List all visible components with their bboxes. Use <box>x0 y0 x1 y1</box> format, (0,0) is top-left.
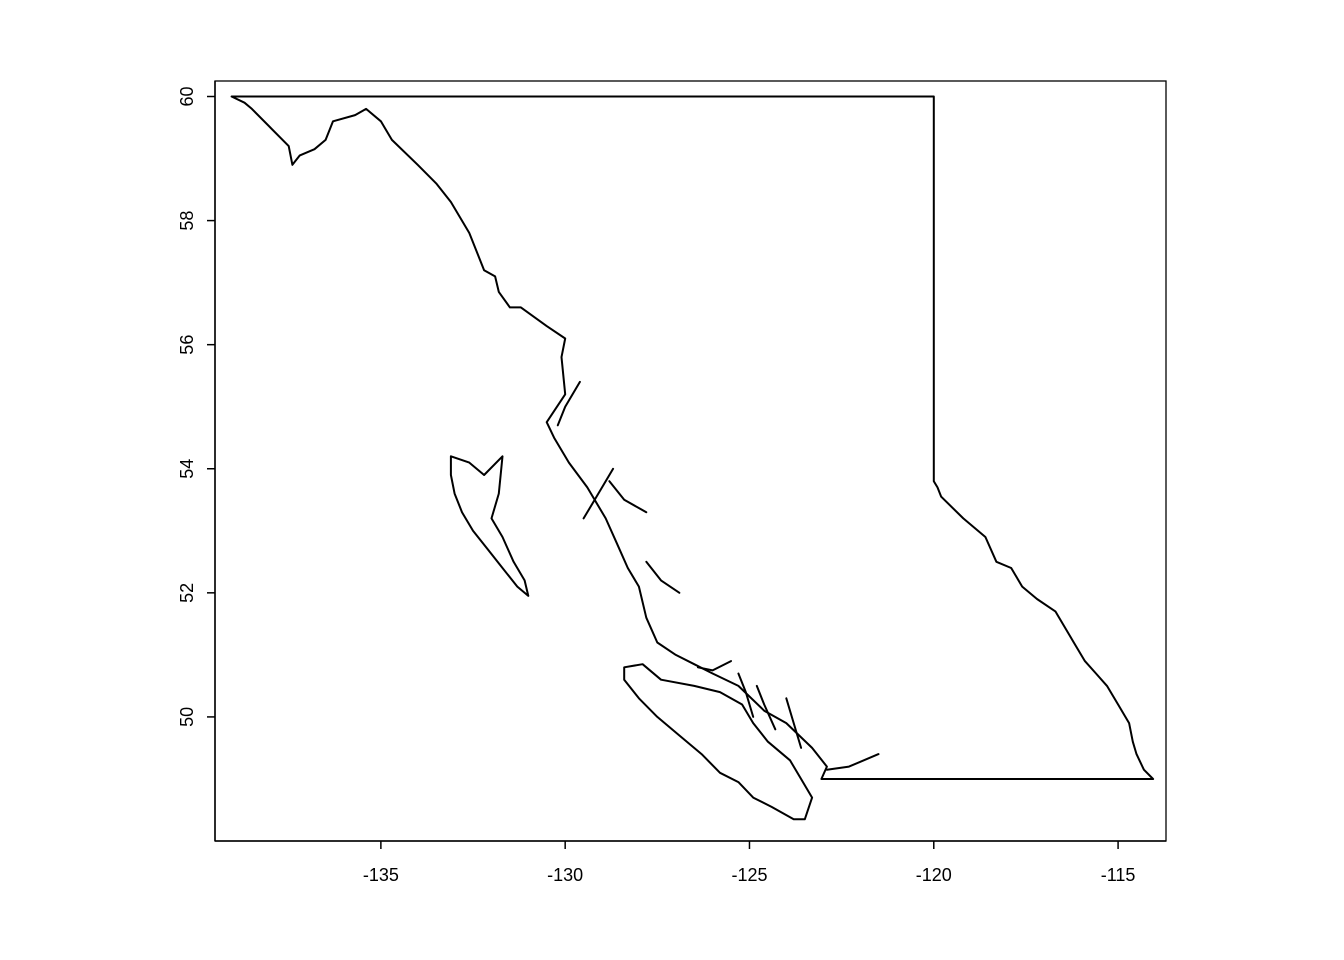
plot-frame <box>214 80 1167 842</box>
y-tick-label: 50 <box>177 707 197 727</box>
vancouver-island-outline <box>623 663 814 821</box>
y-tick-label: 58 <box>177 211 197 231</box>
coastal-inlets-2 <box>608 480 648 514</box>
coastal-inlets-6 <box>755 684 777 731</box>
y-axis-ticks: 50 52 54 56 58 60 <box>177 86 215 727</box>
coastal-inlets-8 <box>825 753 880 771</box>
x-tick-label: -130 <box>547 865 583 885</box>
x-tick-label: -125 <box>731 865 767 885</box>
coastal-inlets-4 <box>696 660 732 672</box>
x-tick-label: -120 <box>916 865 952 885</box>
coastal-inlets-7 <box>785 697 803 749</box>
map-shapes <box>230 95 1155 821</box>
coastal-inlets-0 <box>556 380 581 427</box>
coastal-inlets-5 <box>737 672 755 718</box>
x-axis-ticks: -135 -130 -125 -120 -115 <box>363 841 1136 885</box>
y-tick-label: 54 <box>177 459 197 479</box>
y-tick-label: 60 <box>177 86 197 106</box>
x-tick-label: -115 <box>1101 865 1136 885</box>
coastal-inlets-3 <box>645 560 681 594</box>
coastal-inlets-1 <box>582 467 615 520</box>
x-tick-label: -135 <box>363 865 399 885</box>
mainland-outline <box>230 95 1155 780</box>
haida-gwaii-outline <box>449 455 530 597</box>
y-tick-label: 56 <box>177 335 197 355</box>
y-tick-label: 52 <box>177 583 197 603</box>
